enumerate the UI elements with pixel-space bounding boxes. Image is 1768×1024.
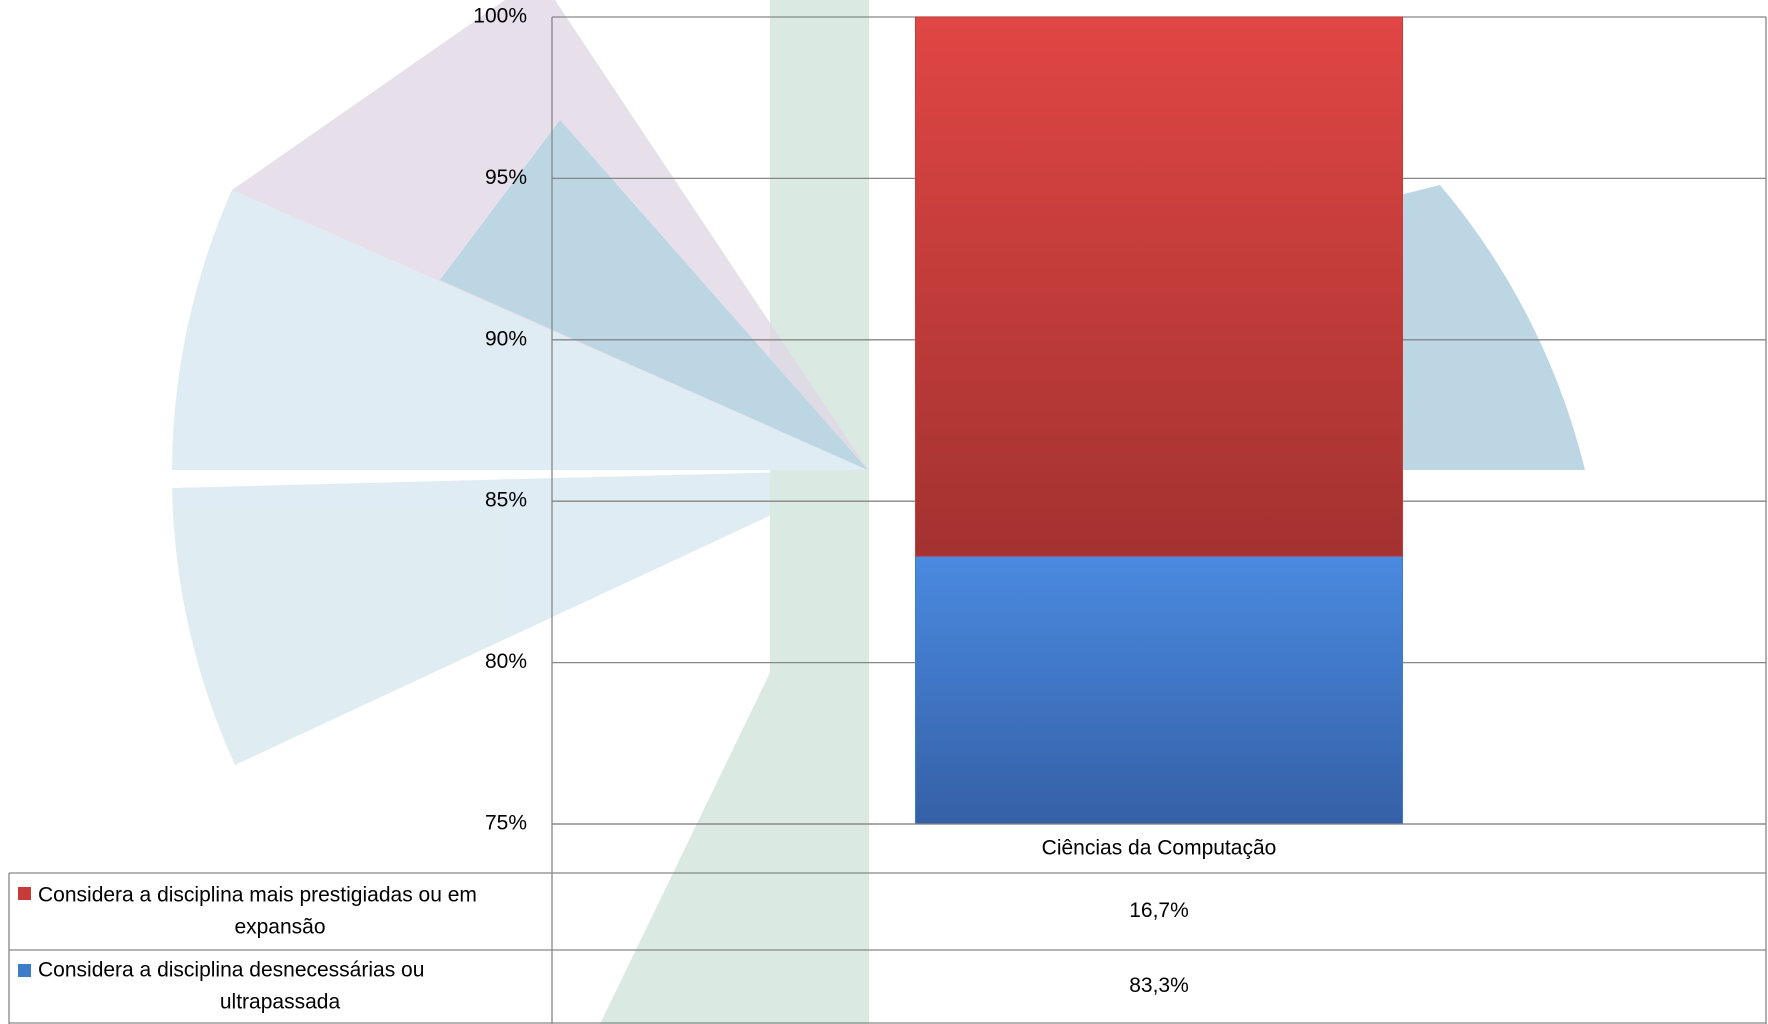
y-tick-label: 80% xyxy=(485,650,527,673)
data-label: 16,7% xyxy=(1129,899,1189,922)
y-tick-label: 100% xyxy=(473,5,527,28)
y-tick-label: 75% xyxy=(485,812,527,835)
background-decoration xyxy=(172,0,1585,1024)
y-tick-label: 95% xyxy=(485,166,527,189)
y-tick-label: 90% xyxy=(485,327,527,350)
legend-swatch xyxy=(18,887,31,900)
legend-swatch xyxy=(18,964,31,977)
bar-segment xyxy=(915,16,1403,557)
data-table xyxy=(8,17,1767,1024)
data-label: 83,3% xyxy=(1129,974,1189,997)
legend-label: Considera a disciplina mais prestigiadas… xyxy=(38,883,477,938)
y-tick-label: 85% xyxy=(485,489,527,512)
x-tick-label: Ciências da Computação xyxy=(1042,837,1277,860)
bar-segment xyxy=(915,555,1403,825)
legend-label: Considera a disciplina desnecessárias ou… xyxy=(38,958,424,1013)
